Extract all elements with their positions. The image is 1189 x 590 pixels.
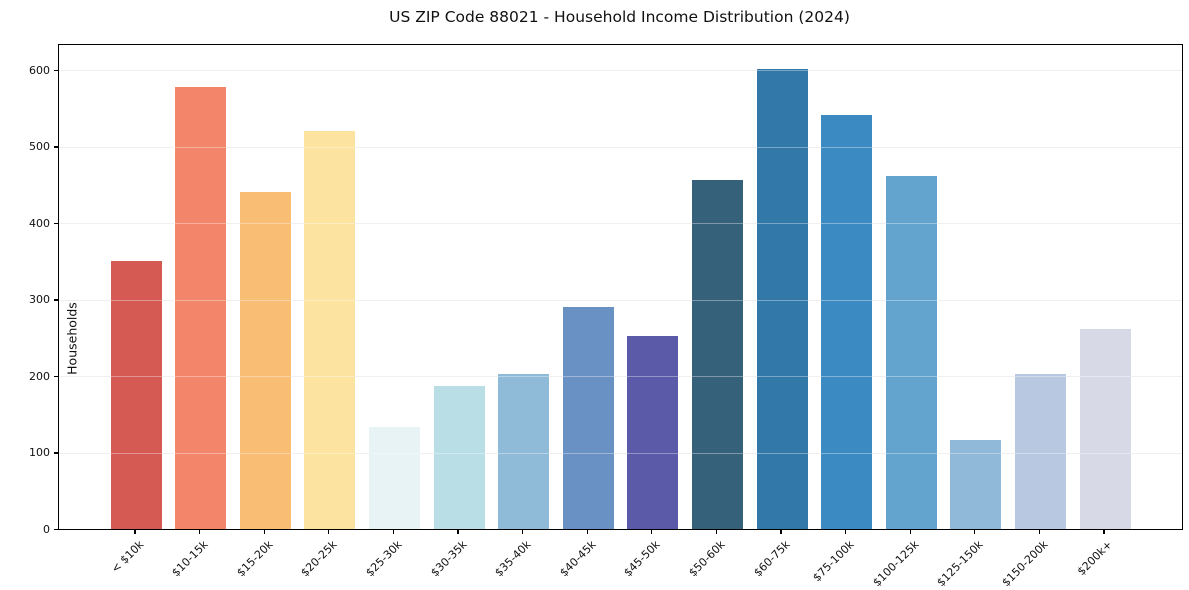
x-tick-mark-2	[263, 529, 265, 534]
bar-10k	[110, 261, 162, 529]
bar-125-150k	[950, 439, 1002, 529]
gridline-y500	[59, 146, 1182, 148]
x-tick-label-8: $45-50k	[621, 538, 664, 580]
x-tick-label-6: $35-40k	[492, 538, 534, 580]
x-tick-label-15: $200k+	[1075, 538, 1116, 579]
bar-40-45k	[562, 306, 614, 529]
gridline-y600	[59, 70, 1182, 72]
y-tick-mark-500	[54, 146, 58, 148]
y-tick-mark-400	[54, 222, 58, 225]
gridline-overlay-y300	[59, 299, 1182, 301]
bar-75-100k	[821, 115, 873, 529]
bar-20-25k	[304, 131, 356, 529]
x-tick-mark-11	[844, 529, 847, 534]
y-tick-mark-600	[54, 70, 58, 72]
x-tick-mark-9	[715, 529, 718, 534]
x-tick-mark-13	[974, 529, 976, 534]
gridline-overlay-y600	[59, 70, 1182, 72]
gridline-overlay-y400	[59, 223, 1182, 225]
x-tick-mark-4	[392, 529, 395, 534]
bar-45-50k	[627, 336, 679, 529]
x-tick-label-0: < $10k	[108, 538, 147, 576]
x-tick-label-3: $20-25k	[298, 538, 341, 580]
gridline-overlay-y200	[59, 376, 1182, 378]
x-tick-label-9: $50-60k	[686, 538, 728, 580]
gridline-y200	[59, 376, 1182, 378]
x-tick-mark-15	[1103, 529, 1105, 534]
bar-35-40k	[498, 373, 550, 529]
y-tick-label-0: 0	[43, 522, 50, 536]
x-tick-mark-3	[328, 529, 330, 534]
x-tick-mark-1	[198, 529, 201, 534]
y-tick-label-500: 500	[29, 140, 50, 154]
x-tick-mark-0	[134, 529, 136, 534]
bar-30-35k	[433, 386, 485, 529]
bar-25-30k	[368, 427, 420, 529]
bar-15-20k	[239, 191, 291, 529]
x-tick-label-4: $25-30k	[363, 538, 405, 580]
y-tick-label-300: 300	[29, 293, 50, 307]
y-tick-label-600: 600	[29, 63, 50, 77]
x-tick-mark-12	[909, 529, 911, 534]
x-tick-label-14: $150-200k	[999, 538, 1051, 590]
chart-title: US ZIP Code 88021 - Household Income Dis…	[389, 8, 850, 26]
bar-60-75k	[756, 69, 808, 529]
x-tick-label-12: $100-125k	[870, 538, 922, 590]
x-tick-mark-5	[457, 529, 459, 534]
plot-area: Households	[58, 44, 1183, 530]
y-tick-mark-200	[54, 375, 58, 378]
x-tick-label-7: $40-45k	[557, 538, 599, 580]
x-tick-label-2: $15-20k	[234, 538, 276, 580]
gridline-overlay-y100	[59, 452, 1182, 454]
bar-10-15k	[175, 87, 227, 529]
y-tick-label-400: 400	[29, 216, 50, 230]
y-tick-mark-0	[54, 528, 58, 531]
x-tick-label-11: $75-100k	[810, 538, 857, 585]
gridline-overlay-y500	[59, 146, 1182, 148]
gridline-y400	[59, 223, 1182, 225]
bar-50-60k	[691, 180, 743, 529]
x-tick-label-1: $10-15k	[169, 538, 211, 580]
gridline-y100	[59, 452, 1182, 454]
y-tick-mark-100	[54, 452, 58, 454]
y-axis-label: Households	[64, 302, 80, 375]
x-tick-mark-8	[651, 529, 653, 534]
bar-200k	[1079, 329, 1131, 529]
y-tick-label-100: 100	[29, 446, 50, 460]
x-tick-mark-10	[780, 529, 782, 534]
x-tick-mark-14	[1038, 529, 1041, 534]
gridline-y300	[59, 299, 1182, 301]
y-tick-label-200: 200	[29, 369, 50, 383]
x-tick-label-13: $125-150k	[934, 538, 987, 590]
x-tick-mark-6	[521, 529, 524, 534]
x-tick-mark-7	[586, 529, 588, 534]
y-tick-mark-300	[54, 299, 58, 301]
x-tick-label-5: $30-35k	[427, 538, 470, 580]
bar-100-125k	[885, 175, 937, 529]
bar-150-200k	[1014, 373, 1066, 529]
x-tick-label-10: $60-75k	[750, 538, 793, 580]
